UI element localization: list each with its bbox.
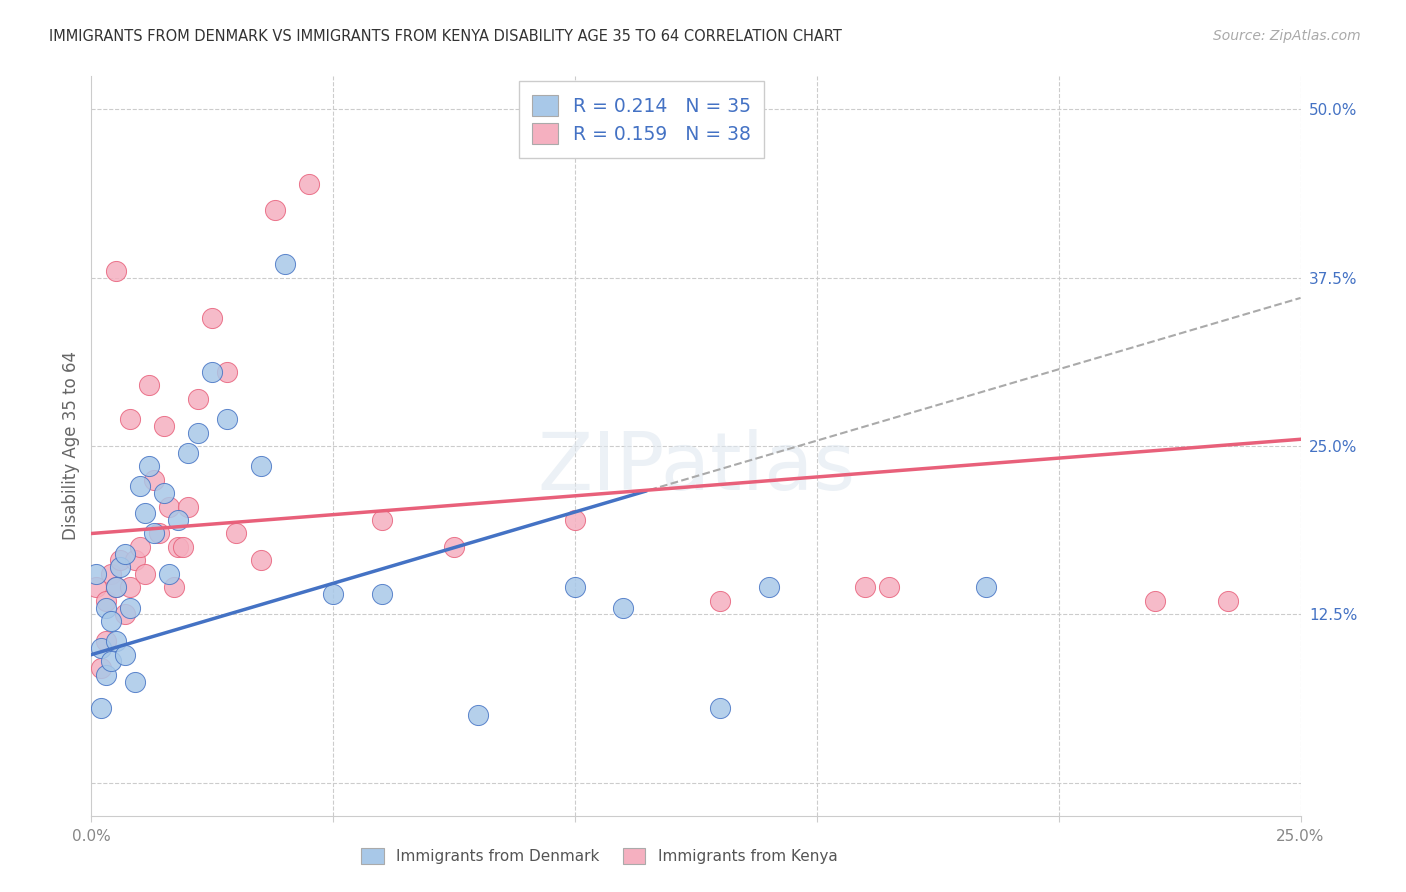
Point (443, 540, 465, 554)
Point (162, 580, 184, 594)
Point (322, 587, 344, 601)
Point (114, 607, 136, 622)
Point (104, 264, 127, 278)
Point (114, 547, 136, 561)
Point (100, 566, 122, 581)
Point (467, 708, 489, 723)
Point (84, 580, 107, 594)
Point (709, 594, 731, 608)
Point (249, 553, 271, 567)
Point (177, 500, 200, 514)
Point (153, 486, 176, 500)
Point (370, 513, 392, 527)
Point (134, 506, 156, 520)
Text: ZIPatlas: ZIPatlas (537, 429, 855, 508)
Point (612, 600, 634, 615)
Point (564, 513, 586, 527)
Point (879, 580, 901, 594)
Point (138, 378, 160, 392)
Point (110, 553, 132, 567)
Point (167, 540, 190, 554)
Point (104, 634, 127, 648)
Point (114, 648, 136, 662)
Point (853, 580, 876, 594)
Point (370, 587, 392, 601)
Point (90, 661, 112, 675)
Point (187, 425, 209, 440)
Point (201, 311, 224, 326)
Point (264, 203, 287, 218)
Point (1216, 594, 1239, 608)
Point (84, 566, 107, 581)
Point (201, 365, 224, 379)
Point (157, 566, 180, 581)
Point (143, 473, 166, 487)
Point (249, 459, 271, 474)
Point (564, 580, 586, 594)
Point (1144, 594, 1167, 608)
Point (138, 459, 160, 474)
Point (215, 365, 238, 379)
Point (104, 580, 127, 594)
Point (172, 540, 194, 554)
Point (94, 594, 117, 608)
Point (104, 580, 127, 594)
Point (298, 177, 321, 191)
Point (148, 526, 170, 541)
Point (215, 412, 238, 426)
Point (177, 446, 200, 460)
Point (274, 257, 297, 271)
Point (120, 580, 142, 594)
Point (187, 392, 209, 406)
Point (90, 701, 112, 715)
Point (100, 654, 122, 668)
Point (157, 500, 180, 514)
Point (758, 580, 780, 594)
Point (124, 674, 146, 689)
Point (974, 580, 997, 594)
Legend: Immigrants from Denmark, Immigrants from Kenya: Immigrants from Denmark, Immigrants from… (353, 840, 845, 871)
Point (134, 566, 156, 581)
Point (120, 600, 142, 615)
Point (94, 600, 117, 615)
Point (128, 540, 150, 554)
Point (124, 553, 146, 567)
Point (94, 668, 117, 682)
Text: Source: ZipAtlas.com: Source: ZipAtlas.com (1213, 29, 1361, 43)
Point (90, 640, 112, 655)
Point (128, 479, 150, 493)
Point (143, 526, 166, 541)
Point (120, 412, 142, 426)
Text: IMMIGRANTS FROM DENMARK VS IMMIGRANTS FROM KENYA DISABILITY AGE 35 TO 64 CORRELA: IMMIGRANTS FROM DENMARK VS IMMIGRANTS FR… (49, 29, 842, 44)
Point (709, 701, 731, 715)
Y-axis label: Disability Age 35 to 64: Disability Age 35 to 64 (62, 351, 80, 541)
Point (153, 418, 176, 433)
Point (225, 526, 247, 541)
Point (110, 560, 132, 574)
Point (94, 634, 117, 648)
Point (100, 614, 122, 628)
Point (167, 513, 190, 527)
